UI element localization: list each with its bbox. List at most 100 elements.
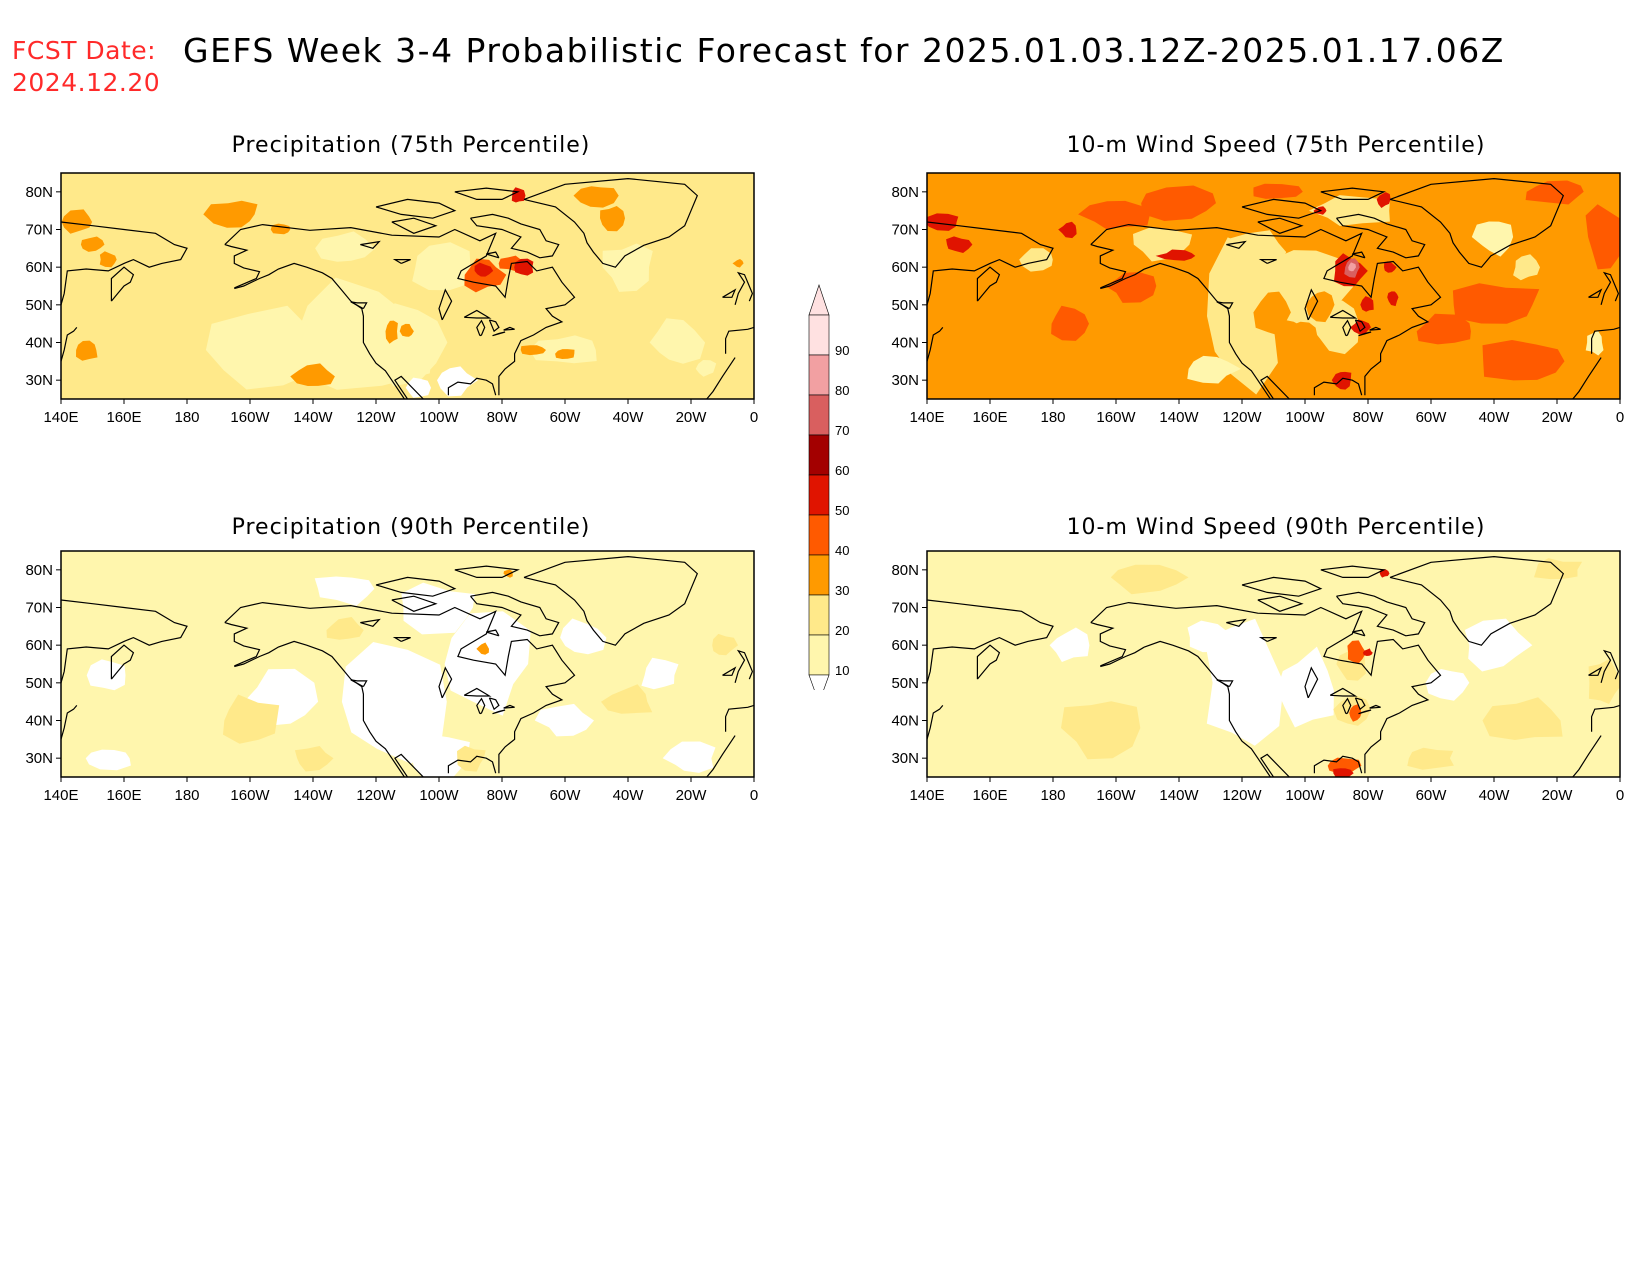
coastline bbox=[1258, 258, 1277, 264]
coastlines bbox=[61, 555, 754, 777]
lon-tick-label: 180 bbox=[174, 787, 199, 804]
coastline bbox=[1571, 357, 1602, 399]
lat-tick-label: 50N bbox=[891, 297, 919, 314]
coastline bbox=[486, 251, 500, 259]
contour-region bbox=[1187, 620, 1233, 653]
lon-tick-label: 160W bbox=[1096, 409, 1136, 426]
contour-region bbox=[573, 186, 619, 208]
coastline bbox=[350, 679, 368, 688]
contour-region bbox=[1360, 296, 1374, 312]
colorbar-segment bbox=[808, 434, 830, 476]
contour-region bbox=[1379, 569, 1390, 578]
coastline bbox=[1342, 319, 1352, 337]
lon-tick-label: 20W bbox=[1542, 787, 1574, 804]
contour-region bbox=[1350, 319, 1371, 335]
contour-region bbox=[1349, 704, 1362, 722]
colorbar-segment bbox=[808, 554, 830, 596]
coastline bbox=[391, 217, 438, 234]
contour-region bbox=[560, 618, 607, 655]
contour-region bbox=[695, 360, 717, 377]
contour-region bbox=[205, 305, 324, 390]
lat-tick-label: 70N bbox=[25, 222, 53, 239]
lon-tick-label: 60W bbox=[1416, 787, 1448, 804]
coastline bbox=[234, 640, 405, 777]
coastline bbox=[392, 258, 411, 264]
colorbar-label: 60 bbox=[835, 463, 849, 478]
coastline bbox=[1389, 177, 1565, 268]
coastline bbox=[927, 599, 1054, 683]
coastline bbox=[1320, 187, 1386, 201]
colorbar-segment bbox=[808, 594, 830, 636]
lon-tick-label: 0 bbox=[750, 409, 758, 426]
coastline bbox=[394, 375, 424, 399]
lon-tick-label: 140W bbox=[293, 787, 333, 804]
coastline bbox=[1369, 326, 1381, 331]
lat-tick-label: 30N bbox=[25, 750, 53, 767]
coastline bbox=[1216, 301, 1234, 310]
contour-region bbox=[662, 741, 716, 773]
lon-tick-label: 140E bbox=[909, 409, 944, 426]
coastline bbox=[1336, 213, 1426, 259]
colorbar-label: 30 bbox=[835, 583, 849, 598]
coastline bbox=[438, 666, 453, 699]
coastline bbox=[705, 735, 736, 777]
coastline bbox=[1226, 618, 1247, 627]
lon-tick-label: 140E bbox=[909, 787, 944, 804]
contour-region bbox=[1471, 221, 1514, 257]
coastline bbox=[61, 705, 78, 740]
coastline bbox=[976, 266, 1001, 302]
lat-tick-label: 70N bbox=[25, 600, 53, 617]
lon-tick-label: 160E bbox=[106, 787, 141, 804]
map-frame bbox=[926, 550, 1621, 778]
colorbar-label: 10 bbox=[835, 663, 849, 678]
coastline bbox=[1260, 375, 1290, 399]
coastline bbox=[722, 666, 737, 676]
lon-tick-label: 40W bbox=[613, 409, 645, 426]
lon-tick-label: 100W bbox=[419, 787, 459, 804]
contour-region bbox=[1348, 262, 1356, 272]
lon-tick-label: 100W bbox=[1285, 787, 1325, 804]
lat-tick-label: 30N bbox=[891, 372, 919, 389]
contour-region bbox=[1362, 648, 1373, 656]
coastline bbox=[1260, 753, 1290, 777]
lon-tick-label: 180 bbox=[174, 409, 199, 426]
lon-tick-label: 80W bbox=[1353, 409, 1385, 426]
lon-tick-label: 160W bbox=[1096, 787, 1136, 804]
map-field bbox=[61, 551, 754, 777]
coastlines bbox=[927, 177, 1620, 399]
map-field bbox=[61, 173, 754, 399]
coastline bbox=[1258, 636, 1277, 642]
contour-region bbox=[1290, 321, 1318, 352]
lat-tick-label: 60N bbox=[891, 259, 919, 276]
coastline bbox=[234, 262, 405, 399]
lon-tick-label: 80W bbox=[487, 409, 519, 426]
contour-region bbox=[405, 377, 431, 398]
contour-region bbox=[290, 363, 335, 386]
coastline bbox=[470, 213, 560, 259]
contour-region bbox=[1187, 355, 1241, 384]
panel-title-wind-75: 10-m Wind Speed (75th Percentile) bbox=[1066, 133, 1486, 158]
contour-region bbox=[946, 236, 973, 253]
coastline bbox=[734, 649, 754, 683]
contour-region bbox=[1051, 305, 1089, 341]
colorbar-label: 80 bbox=[835, 383, 849, 398]
contour-region bbox=[1141, 185, 1216, 221]
coastline bbox=[476, 697, 486, 715]
coastline bbox=[61, 327, 78, 362]
contour-region bbox=[1253, 183, 1303, 199]
coastline bbox=[1358, 709, 1372, 715]
coastline bbox=[1600, 271, 1620, 305]
lon-tick-label: 140W bbox=[1159, 787, 1199, 804]
contour-region bbox=[326, 617, 364, 640]
contour-region bbox=[1452, 283, 1540, 324]
contour-region bbox=[1525, 180, 1584, 205]
contour-region bbox=[1078, 200, 1150, 229]
coastline bbox=[350, 301, 368, 310]
coastline bbox=[488, 319, 500, 333]
coastline bbox=[447, 377, 497, 396]
coastline bbox=[1354, 319, 1366, 333]
contour-region bbox=[385, 320, 398, 344]
contour-region bbox=[294, 746, 334, 772]
contour-region bbox=[76, 340, 98, 361]
coastline bbox=[1304, 666, 1319, 699]
